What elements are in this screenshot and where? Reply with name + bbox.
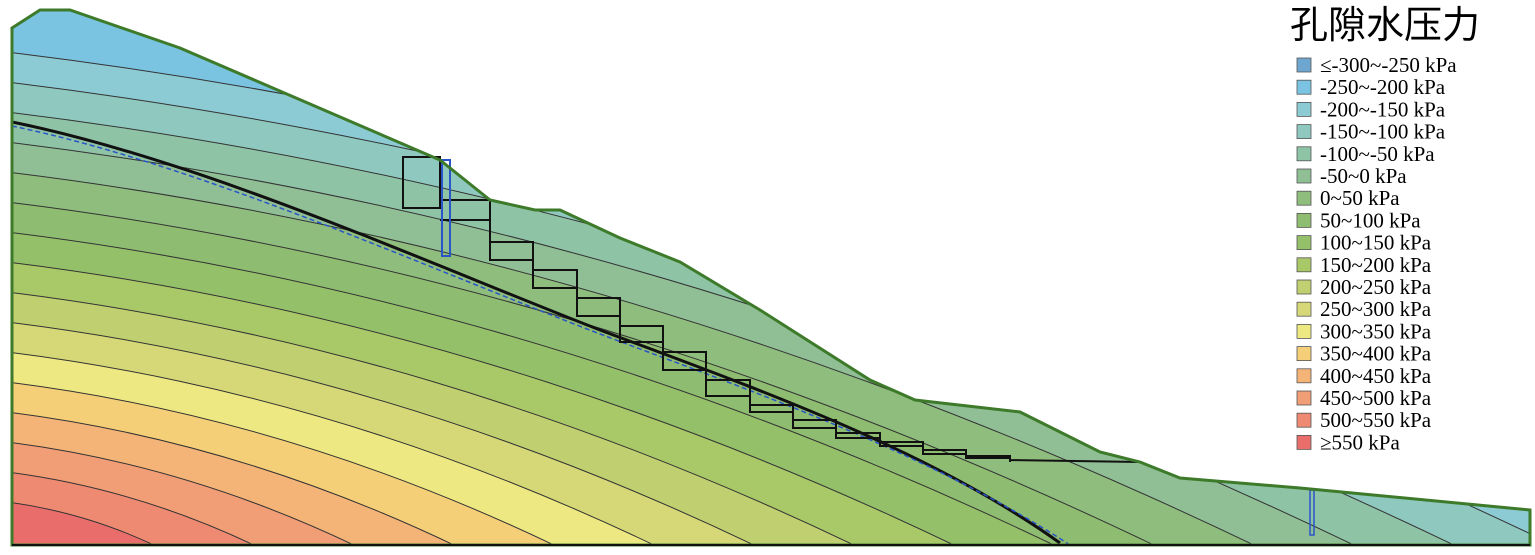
legend-title: 孔隙水压力 (1290, 5, 1480, 47)
legend-label: 450~500 kPa (1320, 386, 1432, 410)
legend-label: 400~450 kPa (1320, 364, 1432, 388)
legend-label: 0~50 kPa (1320, 186, 1400, 210)
stepped-structure (402, 156, 1141, 463)
legend-label: 300~350 kPa (1320, 319, 1432, 343)
legend-swatch (1296, 323, 1312, 339)
legend-label: ≥550 kPa (1320, 430, 1400, 454)
legend-swatch (1296, 434, 1312, 450)
legend: ≤-300~-250 kPa-250~-200 kPa-200~-150 kPa… (1296, 53, 1457, 454)
legend-label: 350~400 kPa (1320, 342, 1432, 366)
legend-swatch (1296, 124, 1312, 139)
legend-label: -50~0 kPa (1320, 164, 1407, 188)
legend-swatch (1296, 79, 1312, 95)
legend-label: 150~200 kPa (1320, 253, 1432, 277)
phreatic-line (11, 120, 1061, 545)
legend-label: ≤-300~-250 kPa (1320, 53, 1457, 77)
legend-swatch (1296, 57, 1312, 73)
legend-swatch (1296, 190, 1312, 206)
legend-label: 100~150 kPa (1320, 231, 1432, 255)
legend-swatch (1296, 146, 1312, 162)
legend-label: 500~550 kPa (1320, 408, 1432, 432)
legend-swatch (1296, 390, 1312, 406)
overlays (10, 8, 1532, 547)
legend-swatch (1296, 412, 1312, 428)
legend-label: -100~-50 kPa (1320, 142, 1435, 166)
slope-outline (10, 8, 1532, 547)
legend-swatch (1296, 102, 1312, 117)
pile (441, 159, 451, 257)
legend-swatch (1296, 346, 1312, 362)
legend-swatch (1296, 279, 1312, 295)
water-table (11, 125, 1530, 546)
legend-label: 250~300 kPa (1320, 297, 1432, 321)
legend-swatch (1296, 212, 1312, 228)
legend-swatch (1296, 257, 1312, 273)
legend-swatch (1296, 168, 1312, 184)
legend-label: -200~-150 kPa (1320, 97, 1446, 121)
legend-swatch (1296, 301, 1312, 317)
legend-label: 200~250 kPa (1320, 275, 1432, 299)
contour-band (12, 499, 161, 545)
legend-label: 50~100 kPa (1320, 208, 1421, 232)
legend-label: -150~-100 kPa (1320, 120, 1446, 144)
legend-swatch (1296, 235, 1312, 251)
legend-swatch (1296, 368, 1312, 384)
legend-label: -250~-200 kPa (1320, 75, 1446, 99)
